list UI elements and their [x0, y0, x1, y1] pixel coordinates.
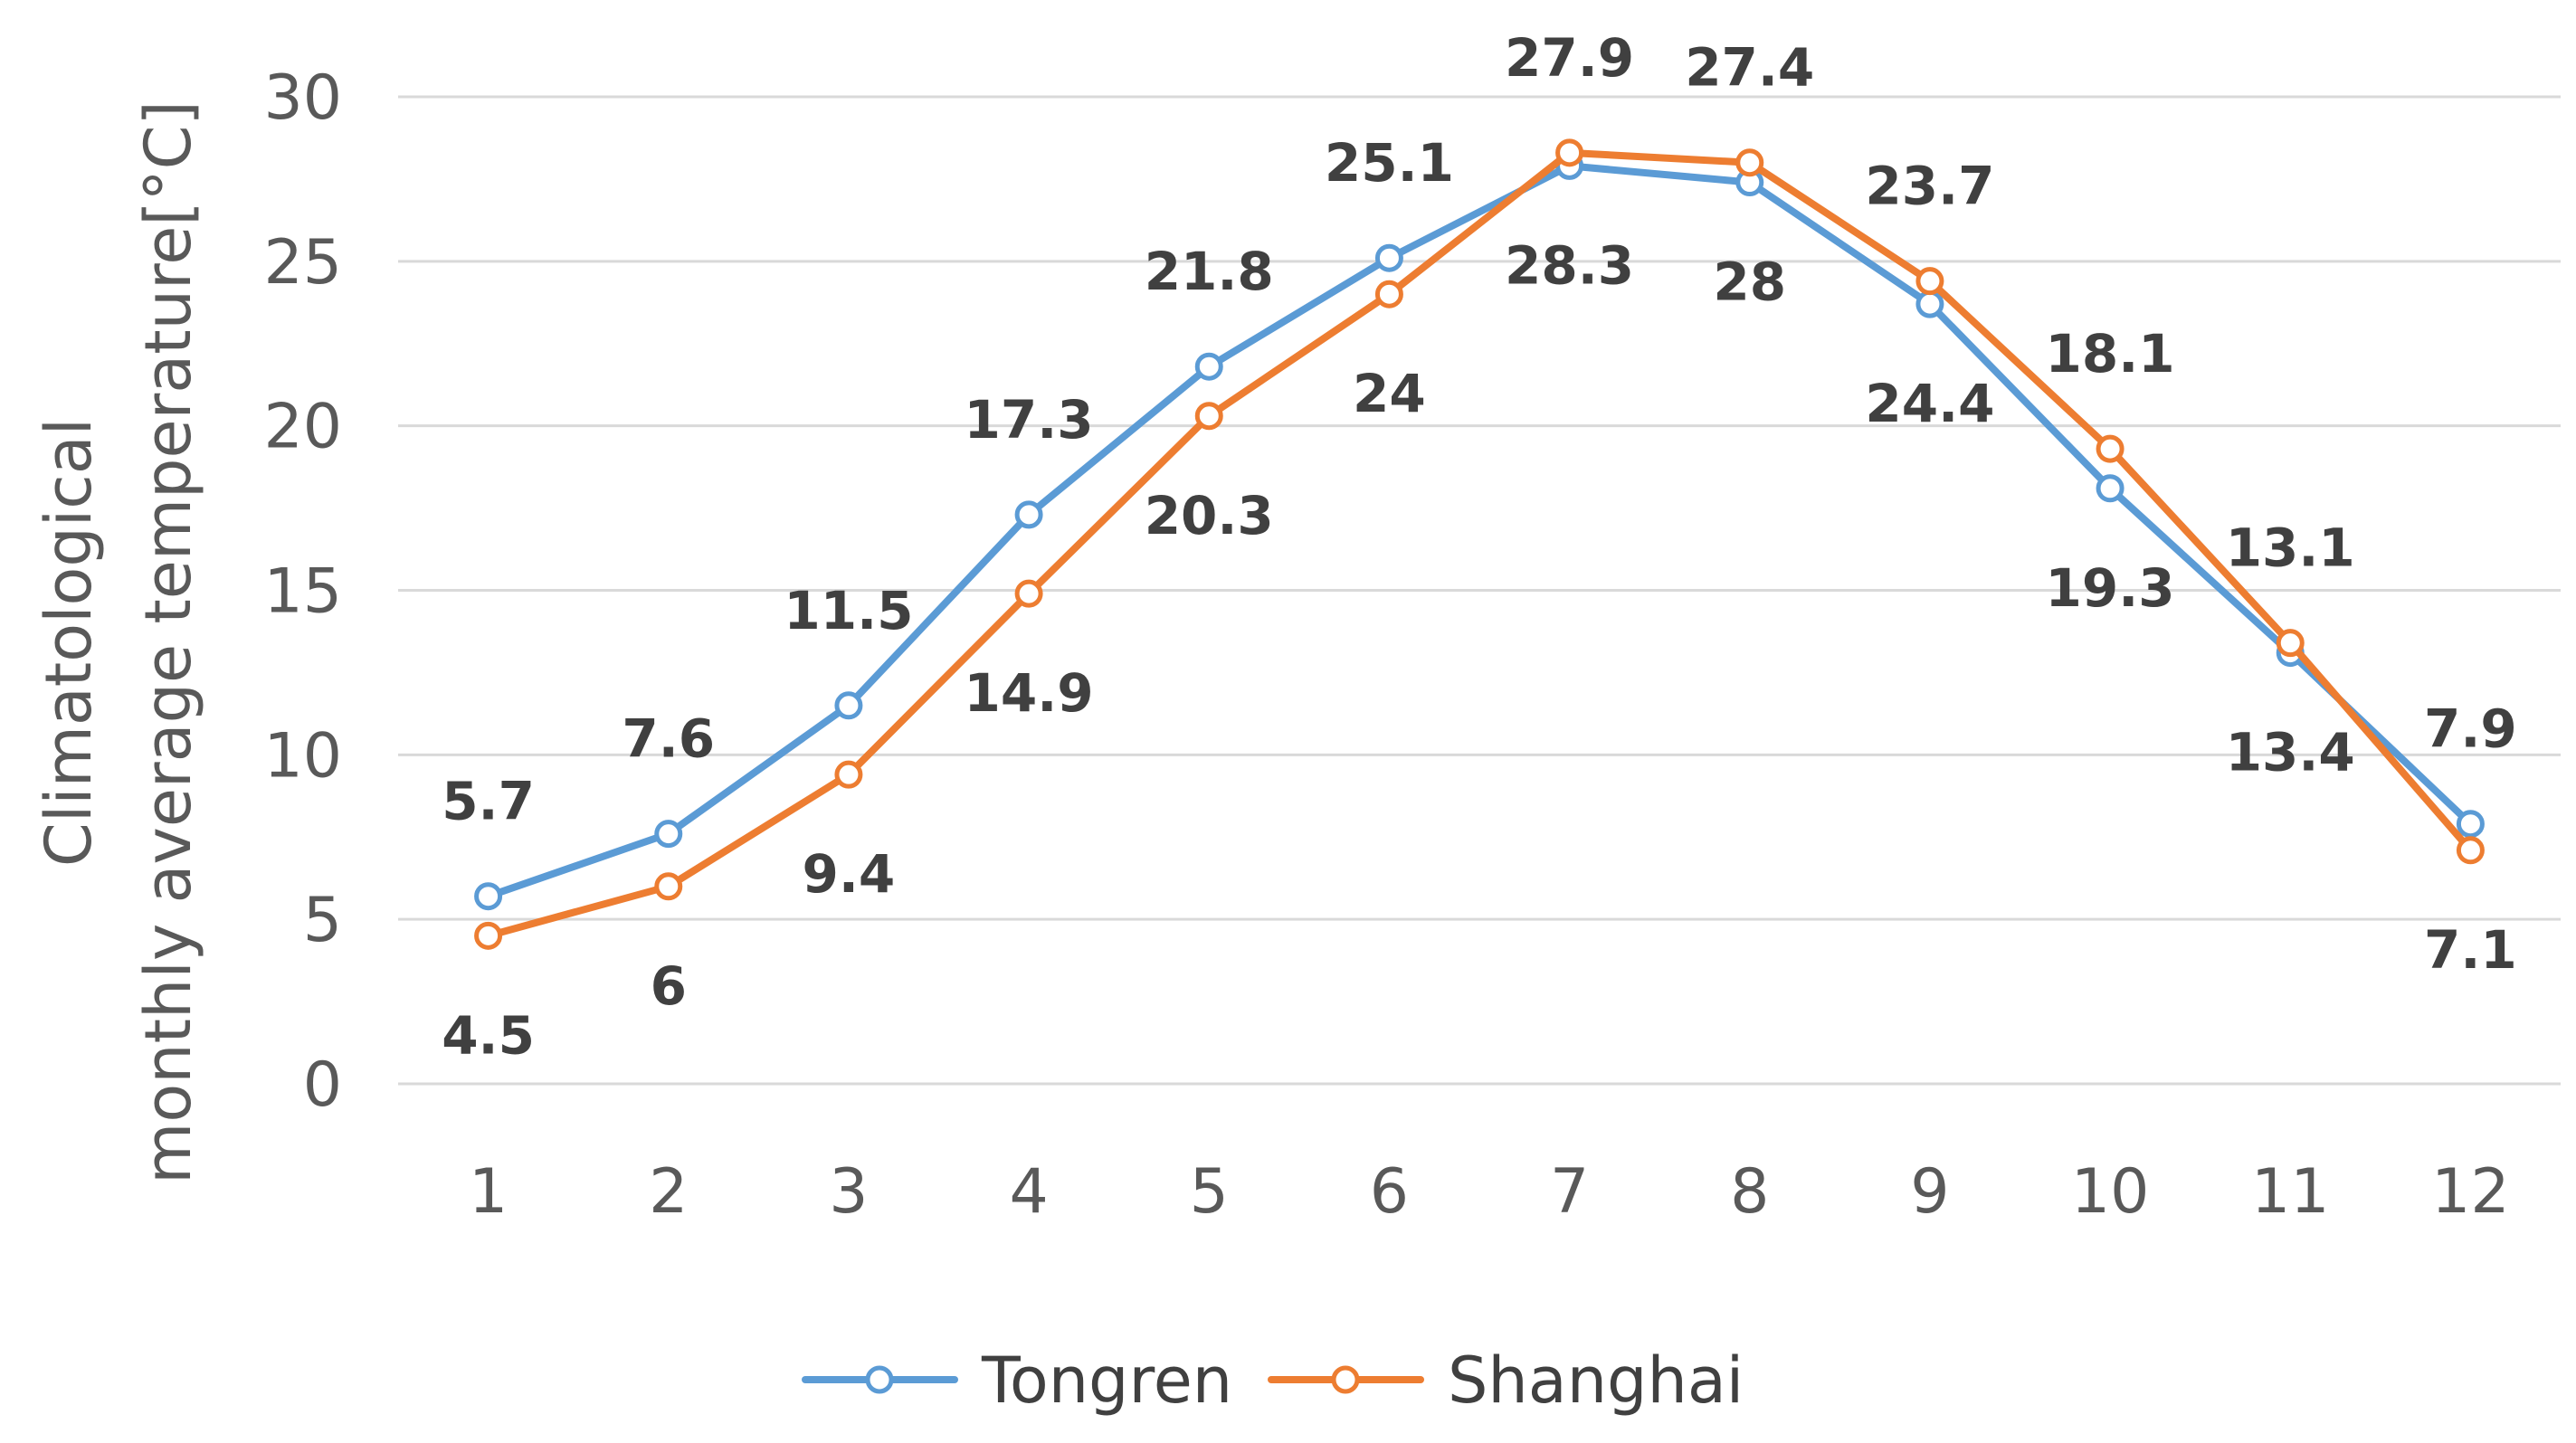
data-label-shanghai-9: 24.4	[1865, 373, 1994, 434]
data-label-tongren-7: 27.9	[1505, 27, 1634, 89]
y-tick-label-30: 30	[263, 62, 342, 134]
data-label-shanghai-1: 4.5	[442, 1004, 535, 1066]
gridlines	[398, 95, 2561, 1086]
x-tick-label-5: 5	[1190, 1156, 1229, 1228]
data-label-tongren-8: 27.4	[1685, 37, 1814, 99]
data-label-tongren-2: 7.6	[622, 708, 715, 770]
data-label-tongren-6: 25.1	[1325, 132, 1454, 194]
data-label-shanghai-5: 20.3	[1145, 485, 1274, 546]
data-label-shanghai-2: 6	[651, 955, 687, 1017]
marker-shanghai-12	[2456, 836, 2485, 865]
y-tick-label-25: 25	[263, 227, 342, 299]
x-axis-tick-labels: 1 2 3 4 5 6 7 8 9 10 11 12	[469, 1156, 2510, 1228]
y-tick-label-0: 0	[303, 1049, 342, 1121]
marker-shanghai-10	[2096, 434, 2124, 463]
data-label-tongren-9: 23.7	[1865, 156, 1994, 217]
series-line-shanghai	[484, 148, 2475, 940]
x-tick-label-8: 8	[1730, 1156, 1769, 1228]
data-label-tongren-1: 5.7	[442, 771, 535, 832]
y-axis-title-line-1: Climatological	[32, 418, 106, 867]
marker-shanghai-4	[1014, 579, 1043, 608]
legend-label-tongren: Tongren	[981, 1343, 1232, 1418]
data-label-shanghai-3: 9.4	[803, 843, 896, 905]
data-label-shanghai-10: 19.3	[2046, 557, 2175, 619]
marker-tongren-5	[1194, 352, 1223, 381]
marker-shanghai-11	[2276, 629, 2305, 658]
marker-tongren-12	[2456, 810, 2485, 839]
marker-tongren-2	[654, 820, 683, 849]
data-label-shanghai-4: 14.9	[965, 662, 1094, 724]
marker-shanghai-9	[1915, 267, 1944, 296]
marker-tongren-9	[1915, 290, 1944, 318]
x-tick-label-2: 2	[649, 1156, 688, 1228]
y-axis-tick-labels: 0 5 10 15 20 25 30	[263, 62, 342, 1121]
legend-marker-tongren	[865, 1365, 894, 1394]
marker-tongren-6	[1374, 243, 1403, 272]
marker-shanghai-5	[1194, 402, 1223, 431]
y-axis-title: Climatological monthly average temperatur…	[32, 100, 205, 1184]
data-label-tongren-12: 7.9	[2424, 698, 2517, 760]
marker-tongren-3	[834, 691, 863, 720]
data-label-shanghai-8: 28	[1713, 252, 1786, 313]
x-tick-label-6: 6	[1370, 1156, 1409, 1228]
marker-shanghai-3	[834, 760, 863, 789]
x-tick-label-1: 1	[469, 1156, 508, 1228]
legend-marker-shanghai	[1331, 1365, 1360, 1394]
x-tick-label-3: 3	[829, 1156, 868, 1228]
y-tick-label-5: 5	[303, 885, 342, 956]
marker-tongren-4	[1014, 500, 1043, 529]
y-tick-label-20: 20	[263, 392, 342, 463]
marker-shanghai-6	[1374, 280, 1403, 309]
series-lines	[474, 138, 2485, 950]
data-label-tongren-10: 18.1	[2046, 323, 2175, 384]
data-label-shanghai-7: 28.3	[1505, 234, 1634, 296]
marker-shanghai-8	[1735, 148, 1764, 177]
data-label-tongren-5: 21.8	[1145, 241, 1274, 302]
marker-shanghai-7	[1555, 138, 1584, 167]
data-label-shanghai-6: 24	[1353, 363, 1426, 424]
legend-label-shanghai: Shanghai	[1448, 1343, 1744, 1418]
data-labels: 5.7 4.5 7.6 6 11.5 9.4 17.3 14.9 21.8 20.3 25.1 24 2…	[442, 27, 2517, 1067]
x-tick-label-4: 4	[1009, 1156, 1048, 1228]
data-label-shanghai-12: 7.1	[2424, 919, 2517, 981]
data-label-tongren-3: 11.5	[784, 580, 913, 641]
data-label-shanghai-11: 13.4	[2226, 722, 2355, 783]
y-tick-label-10: 10	[263, 720, 342, 792]
x-tick-label-11: 11	[2251, 1156, 2330, 1228]
y-tick-label-15: 15	[263, 556, 342, 628]
marker-shanghai-2	[654, 872, 683, 901]
marker-shanghai-1	[474, 921, 503, 950]
marker-tongren-1	[474, 882, 503, 911]
x-tick-label-10: 10	[2071, 1156, 2150, 1228]
x-tick-label-12: 12	[2431, 1156, 2510, 1228]
x-tick-label-9: 9	[1910, 1156, 1949, 1228]
legend: Tongren Shanghai	[802, 1343, 1744, 1418]
marker-tongren-10	[2096, 474, 2124, 503]
data-label-tongren-11: 13.1	[2226, 517, 2355, 579]
y-axis-title-line-2: monthly average temperature[°C]	[131, 100, 205, 1184]
series-line-tongren	[484, 162, 2475, 900]
data-label-tongren-4: 17.3	[965, 389, 1094, 451]
x-tick-label-7: 7	[1550, 1156, 1589, 1228]
